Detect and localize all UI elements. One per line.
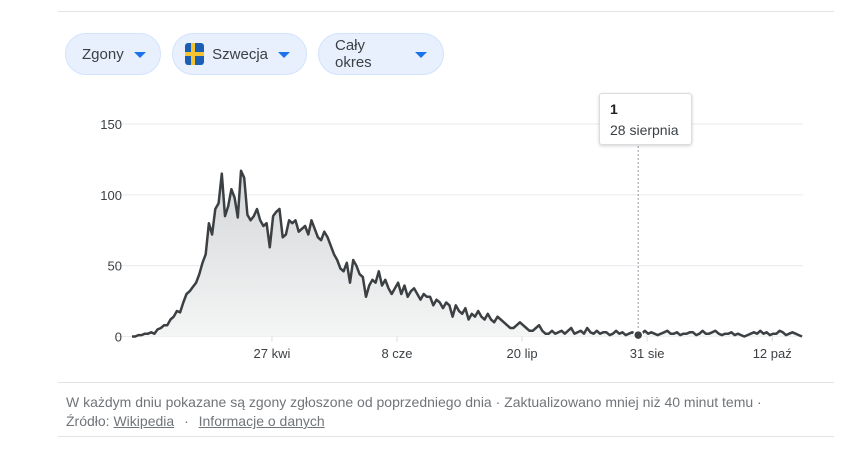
- x-tick-label: 8 cze: [381, 346, 412, 361]
- hover-point: [632, 329, 644, 341]
- chevron-down-icon: [415, 51, 427, 58]
- top-divider: [58, 11, 834, 12]
- period-filter-label: Cały okres: [335, 37, 372, 71]
- x-tick-label: 27 kwi: [254, 346, 291, 361]
- country-filter-label: Szwecja: [212, 45, 268, 63]
- metric-filter-label: Zgony: [82, 45, 124, 63]
- source-label: Źródło:: [66, 413, 110, 429]
- y-tick-label: 100: [100, 188, 122, 203]
- metric-filter-chip[interactable]: Zgony: [65, 33, 161, 75]
- footer-separator: ·: [184, 413, 189, 429]
- tooltip-date: 28 sierpnia: [610, 122, 679, 138]
- deaths-chart[interactable]: 0 50 100 150 27 kwi 8 cze 20 lip 31 sie 12 paź: [0, 0, 864, 380]
- period-filter-chip[interactable]: Cały okres: [318, 33, 444, 75]
- y-tick-label: 150: [100, 117, 122, 132]
- country-filter-chip[interactable]: Szwecja: [172, 33, 307, 75]
- bottom-divider: [58, 436, 834, 437]
- x-tick-label: 20 lip: [507, 346, 538, 361]
- x-tick-label: 31 sie: [630, 346, 665, 361]
- tooltip-value: 1: [610, 101, 618, 117]
- chart-tooltip: 1 28 sierpnia: [599, 93, 692, 145]
- chevron-down-icon: [278, 51, 290, 58]
- footer-divider-top: [58, 382, 834, 383]
- data-info-link[interactable]: Informacje o danych: [198, 413, 325, 429]
- y-tick-label: 0: [115, 330, 122, 345]
- wikipedia-link[interactable]: Wikipedia: [113, 413, 175, 429]
- chevron-down-icon: [133, 51, 146, 58]
- chart-footer: W każdym dniu pokazane są zgony zgłoszon…: [66, 393, 762, 431]
- footer-note: W każdym dniu pokazane są zgony zgłoszon…: [66, 394, 762, 410]
- y-tick-label: 50: [108, 259, 122, 274]
- series-line: [132, 169, 803, 338]
- sweden-flag-icon: [185, 43, 205, 65]
- x-tick-label: 12 paź: [753, 346, 792, 361]
- series-area: [132, 170, 802, 337]
